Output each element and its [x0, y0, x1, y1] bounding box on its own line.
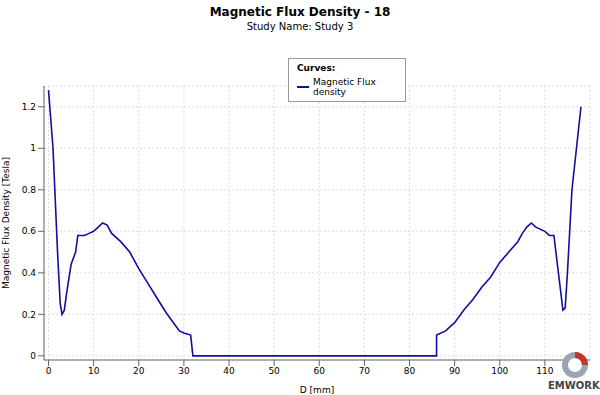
html-text:Magnetic Flux Density - 18: Magnetic Flux Density - 18	[209, 5, 391, 19]
svg-text:0.2: 0.2	[22, 310, 36, 320]
svg-text:20: 20	[133, 366, 145, 376]
svg-text:50: 50	[268, 366, 280, 376]
svg-text:60: 60	[314, 366, 326, 376]
svg-text:90: 90	[449, 366, 461, 376]
svg-text:1: 1	[30, 143, 36, 153]
svg-text:100: 100	[491, 366, 508, 376]
svg-text:70: 70	[359, 366, 371, 376]
svg-text:1.2: 1.2	[22, 102, 36, 112]
svg-text:D [mm]: D [mm]	[300, 385, 334, 395]
html-text:Curves:: Curves:	[297, 63, 336, 73]
svg-text:110: 110	[536, 366, 553, 376]
svg-text:10: 10	[88, 366, 100, 376]
html-text:Study Name: Study 3: Study Name: Study 3	[246, 21, 354, 32]
svg-text:0: 0	[46, 366, 52, 376]
svg-text:80: 80	[404, 366, 416, 376]
svg-text:0.4: 0.4	[22, 268, 37, 278]
svg-text:0.6: 0.6	[22, 226, 37, 236]
svg-text:0.8: 0.8	[22, 185, 37, 195]
svg-text:30: 30	[178, 366, 190, 376]
svg-text:40: 40	[223, 366, 235, 376]
svg-text:Magnetic Flux Density [Tesla]: Magnetic Flux Density [Tesla]	[8, 157, 11, 289]
html-text:Magnetic Flux density: Magnetic Flux density	[312, 77, 376, 97]
svg-text:0: 0	[30, 351, 36, 361]
